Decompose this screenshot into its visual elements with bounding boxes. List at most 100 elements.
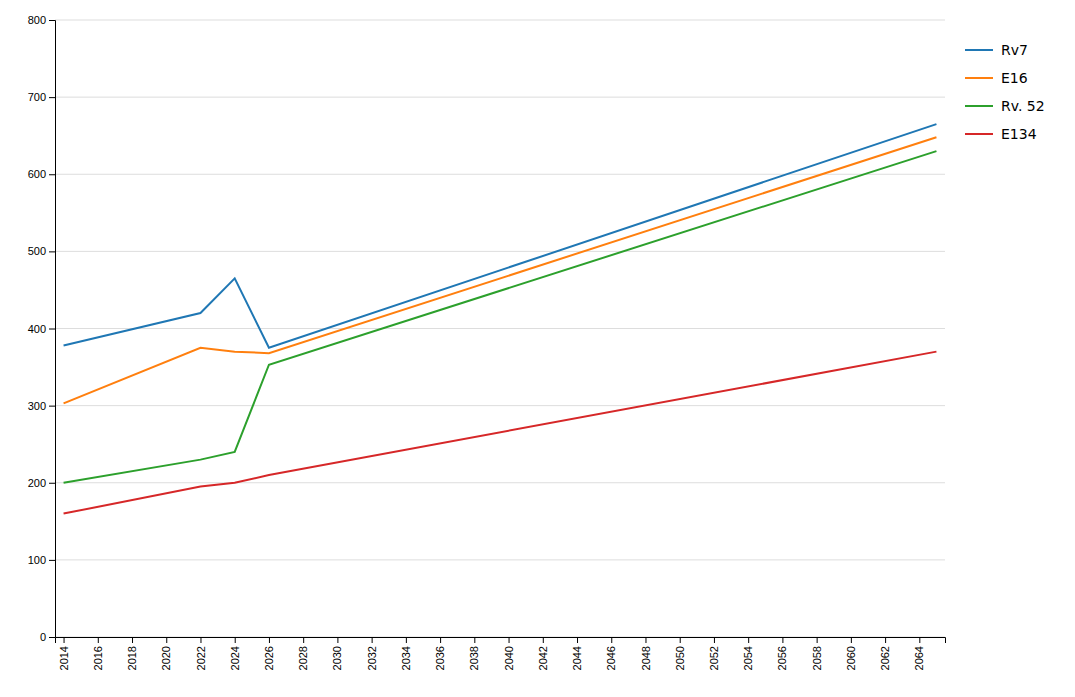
x-tick: 2056 [776, 637, 788, 670]
legend-item: E134 [965, 126, 1037, 142]
x-tick: 2020 [160, 637, 172, 670]
legend-label: E16 [1001, 70, 1028, 86]
grid-line [55, 174, 945, 175]
grid-line [55, 559, 945, 560]
x-tick-label: 2040 [503, 646, 515, 670]
series-line [64, 124, 937, 348]
y-axis: 0100200300400500600700800 [28, 14, 56, 643]
x-tick-mark [748, 637, 749, 643]
x-tick-label: 2032 [366, 646, 378, 670]
x-tick-mark [577, 637, 578, 643]
x-tick-label: 2042 [537, 646, 549, 670]
legend-item: Rv7 [965, 42, 1028, 58]
x-tick-label: 2018 [126, 646, 138, 670]
x-tick: 2026 [263, 637, 275, 670]
x-tick: 2042 [537, 637, 549, 670]
x-tick-label: 2044 [571, 646, 583, 670]
x-tick-label: 2022 [195, 646, 207, 670]
y-tick-mark [49, 637, 55, 638]
y-tick-label: 800 [28, 14, 46, 26]
x-tick-mark [509, 637, 510, 643]
x-tick: 2054 [742, 637, 754, 670]
x-tick-mark [885, 637, 886, 643]
x-tick-mark [680, 637, 681, 643]
x-tick: 2058 [811, 637, 823, 670]
x-tick-label: 2014 [58, 646, 70, 670]
x-tick-mark [64, 637, 65, 643]
lines [64, 124, 937, 513]
x-tick: 2024 [229, 637, 241, 670]
y-tick-mark [49, 174, 55, 175]
legend-swatch [965, 77, 993, 79]
x-tick-mark [235, 637, 236, 643]
x-tick-label: 2024 [229, 646, 241, 670]
x-tick-label: 2054 [742, 646, 754, 670]
x-tick-label: 2048 [640, 646, 652, 670]
x-tick-label: 2062 [879, 646, 891, 670]
grid-line [55, 328, 945, 329]
grid [55, 20, 945, 637]
x-tick-mark [337, 637, 338, 643]
y-tick: 200 [28, 477, 55, 489]
y-tick-mark [49, 329, 55, 330]
chart: 2014201620182020202220242026202820302032… [0, 0, 1075, 697]
grid-line [55, 20, 945, 21]
x-tick-mark [440, 637, 441, 643]
x-tick-label: 2036 [434, 646, 446, 670]
y-tick-label: 100 [28, 554, 46, 566]
x-tick-mark [543, 637, 544, 643]
x-tick: 2034 [400, 637, 412, 670]
y-axis-line [49, 21, 56, 638]
y-tick-label: 400 [28, 323, 46, 335]
grid-line [55, 482, 945, 483]
x-tick-label: 2020 [160, 646, 172, 670]
legend: Rv7E16Rv. 52E134 [965, 42, 1045, 142]
x-axis: 2014201620182020202220242026202820302032… [56, 637, 946, 670]
x-tick-mark [132, 637, 133, 643]
series-line [64, 137, 937, 403]
y-tick: 600 [28, 168, 55, 180]
y-tick-mark [49, 560, 55, 561]
x-tick-mark [303, 637, 304, 643]
y-tick: 700 [28, 91, 55, 103]
legend-swatch [965, 49, 993, 51]
x-tick: 2048 [640, 637, 652, 670]
x-tick-label: 2034 [400, 646, 412, 670]
x-tick-label: 2026 [263, 646, 275, 670]
legend-item: E16 [965, 70, 1028, 86]
x-tick: 2050 [674, 637, 686, 670]
x-tick-mark [474, 637, 475, 643]
x-tick-label: 2046 [605, 646, 617, 670]
x-tick: 2044 [571, 637, 583, 670]
y-tick: 500 [28, 245, 55, 257]
x-tick: 2052 [708, 637, 720, 670]
y-tick: 100 [28, 554, 55, 566]
y-tick-mark [49, 251, 55, 252]
y-tick-label: 700 [28, 91, 46, 103]
x-tick-mark [645, 637, 646, 643]
x-tick: 2046 [605, 637, 617, 670]
x-tick-label: 2028 [297, 646, 309, 670]
x-tick-mark [200, 637, 201, 643]
y-tick-mark [49, 483, 55, 484]
x-tick-label: 2030 [331, 646, 343, 670]
y-tick-label: 0 [40, 631, 46, 643]
legend-swatch [965, 133, 993, 135]
y-tick-label: 500 [28, 245, 46, 257]
x-tick-mark [919, 637, 920, 643]
x-tick: 2038 [468, 637, 480, 670]
x-tick: 2018 [126, 637, 138, 670]
x-tick-mark [782, 637, 783, 643]
y-tick-label: 200 [28, 477, 46, 489]
x-tick: 2030 [331, 637, 343, 670]
x-tick-mark [611, 637, 612, 643]
x-tick: 2062 [879, 637, 891, 670]
y-tick-mark [49, 406, 55, 407]
x-tick: 2040 [503, 637, 515, 670]
legend-label: Rv7 [1001, 42, 1028, 58]
y-tick: 400 [28, 323, 55, 335]
x-tick-mark [406, 637, 407, 643]
x-tick-label: 2052 [708, 646, 720, 670]
x-tick-label: 2056 [776, 646, 788, 670]
legend-swatch [965, 105, 993, 107]
